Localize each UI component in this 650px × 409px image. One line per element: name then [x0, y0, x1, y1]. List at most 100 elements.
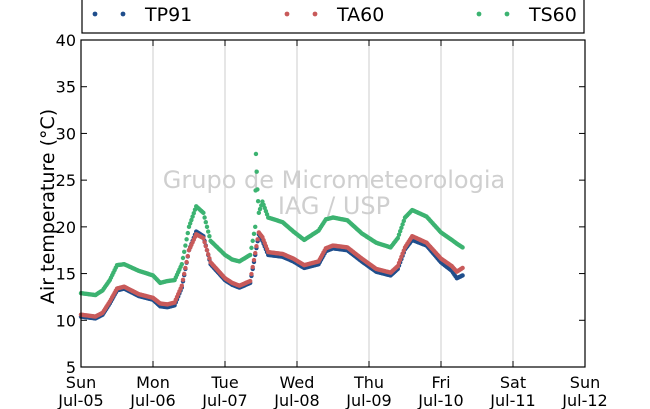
data-point	[201, 235, 206, 241]
data-point	[460, 273, 465, 278]
legend-label: TA60	[336, 4, 384, 26]
watermark: Grupo de Micrometeorologia IAG / USP	[163, 166, 505, 220]
data-point	[251, 231, 257, 237]
data-point	[184, 237, 189, 242]
y-tick-label: 25	[56, 171, 76, 190]
data-point	[399, 225, 404, 230]
x-tick-label-date: Jul-09	[345, 391, 391, 409]
y-tick-label: 35	[56, 78, 76, 97]
data-points	[78, 151, 465, 321]
data-point	[250, 264, 255, 270]
series-TS60	[78, 151, 465, 298]
x-tick-label-day: Sun	[570, 373, 600, 392]
data-point	[249, 245, 254, 251]
data-point	[203, 219, 208, 225]
x-tick-label-day: Tue	[210, 373, 238, 392]
x-tick-label-date: Jul-06	[129, 391, 175, 409]
legend-box	[81, 0, 585, 34]
data-point	[249, 271, 254, 277]
y-tick-label: 40	[56, 31, 76, 50]
vertical-grid	[152, 40, 514, 367]
data-point	[254, 169, 259, 174]
x-tick-label-day: Mon	[136, 373, 170, 392]
data-point	[253, 250, 258, 256]
y-tick-label: 10	[56, 311, 76, 330]
y-axis-label: Air temperature (°C)	[37, 109, 59, 304]
data-point	[185, 230, 190, 236]
data-point	[189, 217, 194, 223]
data-point	[255, 187, 260, 192]
data-point	[202, 239, 207, 245]
data-point	[182, 249, 187, 254]
data-point	[179, 283, 184, 288]
data-point	[183, 265, 188, 271]
legend-label: TP91	[144, 4, 192, 26]
data-point	[460, 245, 465, 250]
data-point	[204, 224, 210, 230]
data-point	[207, 256, 212, 261]
data-point	[202, 215, 207, 220]
legend-marker	[476, 11, 482, 17]
data-point	[179, 262, 184, 267]
data-point	[180, 277, 186, 282]
x-tick-label-date: Jul-12	[561, 391, 607, 409]
watermark-line-1: Grupo de Micrometeorologia	[163, 166, 505, 194]
data-point	[398, 229, 403, 234]
x-tick-label-date: Jul-10	[417, 391, 463, 409]
data-point	[257, 206, 263, 212]
data-point	[253, 224, 258, 230]
legend: TP91 TA60 TS60	[81, 0, 585, 34]
watermark-line-2: IAG / USP	[278, 192, 390, 220]
x-tick-label-date: Jul-05	[57, 391, 103, 409]
data-point	[251, 257, 257, 263]
data-point	[190, 214, 195, 219]
legend-marker	[312, 11, 318, 17]
data-point	[206, 229, 211, 234]
plot-frame	[80, 39, 586, 368]
x-tick-label-day: Sat	[500, 373, 526, 392]
y-axis: 5 10 15 20 25 30 35 40	[56, 31, 585, 377]
x-tick-label-day: Wed	[280, 373, 315, 392]
data-point	[396, 232, 402, 237]
data-point	[395, 235, 400, 241]
series-TA60	[78, 230, 465, 319]
data-point	[191, 210, 196, 216]
data-point	[401, 218, 406, 224]
x-tick-label-date: Jul-11	[489, 391, 535, 409]
y-tick-label: 30	[56, 124, 76, 143]
data-point	[186, 224, 192, 230]
data-point	[203, 243, 208, 249]
legend-marker	[284, 11, 290, 17]
data-point	[207, 234, 212, 239]
legend-marker	[120, 11, 126, 17]
data-point	[185, 253, 190, 259]
y-tick-label: 15	[56, 265, 76, 284]
x-tick-label-date: Jul-08	[273, 391, 319, 409]
data-point	[248, 278, 253, 284]
y-tick-label: 20	[56, 218, 76, 237]
legend-label: TS60	[528, 4, 577, 26]
legend-marker	[92, 11, 98, 17]
x-tick-label-day: Thu	[353, 373, 384, 392]
x-axis: SunJul-05MonJul-06TueJul-07WedJul-08ThuJ…	[57, 40, 608, 409]
data-point	[460, 265, 465, 271]
data-point	[250, 238, 255, 244]
data-point	[183, 243, 188, 248]
data-point	[255, 198, 261, 204]
data-point	[204, 248, 210, 253]
data-point	[182, 271, 187, 277]
data-point	[254, 243, 259, 249]
data-point	[248, 252, 253, 258]
data-point	[180, 255, 186, 261]
data-point	[201, 210, 206, 216]
x-tick-label-day: Fri	[431, 373, 450, 392]
y-tick-label: 5	[66, 358, 76, 377]
x-tick-label-date: Jul-07	[201, 391, 247, 409]
data-point	[206, 252, 211, 257]
x-tick-label-day: Sun	[66, 373, 96, 392]
data-point	[255, 237, 260, 242]
data-point	[188, 221, 193, 226]
data-point	[253, 151, 259, 157]
legend-marker	[504, 11, 510, 17]
